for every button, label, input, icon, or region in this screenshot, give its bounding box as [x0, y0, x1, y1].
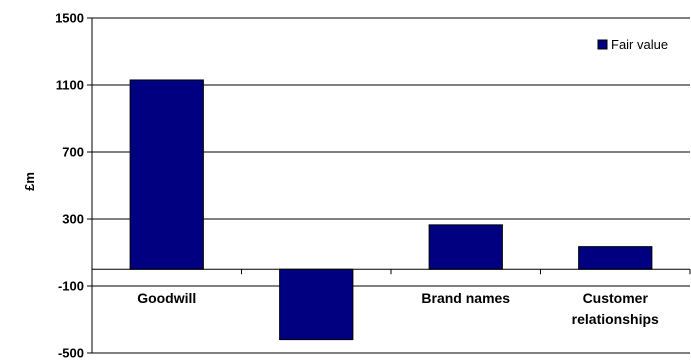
y-tick-label: 1500	[55, 11, 84, 26]
x-category-label: Customer relationships	[572, 290, 659, 327]
legend: Fair value	[597, 37, 668, 52]
x-category-labels: Goodwill Brand names Customer relationships	[137, 290, 659, 327]
y-axis-label: £m	[22, 172, 37, 191]
y-tick-label: 300	[62, 212, 84, 227]
bar-customer	[578, 246, 653, 270]
y-tick-label: 700	[62, 145, 84, 160]
legend-label: Fair value	[611, 37, 668, 52]
axes	[87, 17, 691, 354]
y-tick-label: -500	[58, 346, 84, 361]
y-tick-label: -100	[58, 279, 84, 294]
y-tick-label: 1100	[56, 78, 84, 93]
bars	[129, 79, 653, 341]
x-category-label: Goodwill	[137, 290, 196, 306]
bar-brand-names	[428, 224, 503, 270]
bar-goodwill	[129, 79, 204, 270]
x-category-label: Brand names	[421, 290, 510, 306]
bar-unlabeled	[279, 268, 354, 341]
legend-swatch	[597, 39, 608, 50]
y-tick-labels: 1500 1100 700 300 -100 -500	[55, 11, 84, 361]
